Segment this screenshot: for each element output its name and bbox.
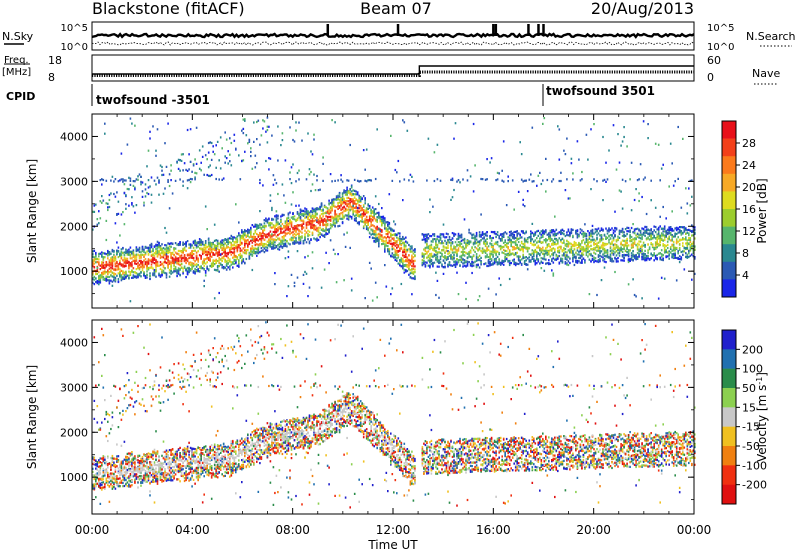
velocity-cells	[92, 321, 696, 509]
time-tick-label-3: 12:00	[376, 523, 411, 537]
power-y-axis: 1000 2000 3000 4000	[60, 113, 694, 295]
power-colorbar-segment-2	[722, 156, 736, 175]
beam-title: Beam 07	[360, 0, 432, 18]
power-colorbar-tick-3: 16	[742, 203, 756, 216]
freq-left-label-1: Freq.	[4, 55, 29, 66]
cpid-program-2: twofsound 3501	[546, 84, 655, 98]
nave-line	[92, 70, 694, 77]
power-ylabel: Slant Range [km]	[25, 159, 39, 263]
freq-left-tick-8: 8	[48, 71, 55, 84]
time-axis-label: Time UT	[367, 538, 418, 552]
power-colorbar-tick-5: 8	[742, 247, 749, 260]
velocity-ytick-label-3: 4000	[60, 336, 88, 349]
velocity-ytick-label-1: 2000	[60, 426, 88, 439]
frequency-panel: Freq. [MHz] 18 8 60 0 Nave	[2, 54, 780, 85]
velocity-colorbar-tick-6: -100	[742, 459, 767, 472]
power-panel: 1000 2000 3000 4000 Slant Range [km] 28 24 20…	[25, 113, 769, 309]
power-colorbar-label: Power [dB]	[755, 178, 769, 243]
date-title: 20/Aug/2013	[591, 0, 694, 18]
velocity-colorbar-segment-2	[722, 368, 736, 389]
noise-right-tick-top: 10^5	[707, 23, 734, 34]
power-ytick-label-2: 3000	[60, 175, 88, 188]
power-colorbar-segment-0	[722, 121, 736, 139]
freq-right-tick-0: 0	[707, 71, 714, 84]
velocity-colorbar: 200 100 50 15 -15 -50 -100 -200	[721, 329, 767, 505]
noise-spikes	[326, 24, 545, 36]
freq-right-tick-60: 60	[707, 54, 721, 67]
power-colorbar-segment-9	[722, 279, 736, 298]
nave-label: Nave	[752, 67, 780, 80]
velocity-colorbar-label: Velocity [m s-1]	[755, 372, 769, 462]
velocity-colorbar-tick-5: -50	[742, 440, 760, 453]
velocity-colorbar-segment-7	[722, 465, 736, 485]
velocity-colorbar-segment-8	[722, 484, 736, 505]
velocity-colorbar-segment-4	[722, 407, 736, 427]
power-ytick-label-1: 2000	[60, 220, 88, 233]
time-tick-label-4: 16:00	[476, 523, 511, 537]
noise-left-label: N.Sky	[2, 30, 34, 43]
power-colorbar-tick-4: 12	[742, 225, 756, 238]
velocity-colorbar-tick-4: -15	[742, 421, 760, 434]
velocity-panel: 1000 2000 3000 4000 Slant Range [km] 200 100…	[25, 319, 769, 515]
velocity-ytick-label-2: 3000	[60, 381, 88, 394]
power-colorbar: 28 24 20 16 12 8 4	[721, 120, 756, 298]
velocity-ytick-label-0: 1000	[60, 471, 88, 484]
frequency-line	[92, 65, 694, 75]
power-colorbar-segment-3	[722, 173, 736, 192]
time-tick-label-6: 00:00	[677, 523, 712, 537]
noise-search-line	[91, 41, 695, 46]
cpid-label: CPID	[6, 90, 35, 103]
freq-left-tick-18: 18	[48, 54, 62, 67]
power-colorbar-segment-5	[722, 209, 736, 227]
power-colorbar-tick-1: 24	[742, 159, 756, 172]
cpid-panel: CPID twofsound -3501 twofsound 3501	[6, 84, 655, 107]
power-colorbar-segment-6	[722, 226, 736, 245]
power-colorbar-segment-1	[722, 138, 736, 157]
velocity-colorbar-segment-0	[722, 330, 736, 350]
time-tick-label-5: 20:00	[576, 523, 611, 537]
velocity-colorbar-tick-1: 100	[742, 363, 763, 376]
velocity-y-axis: 1000 2000 3000 4000	[60, 319, 694, 501]
velocity-colorbar-segment-3	[722, 388, 736, 408]
noise-left-tick-bottom: 10^0	[61, 42, 88, 53]
power-colorbar-tick-0: 28	[742, 137, 756, 150]
cpid-program-1: twofsound -3501	[96, 93, 210, 107]
power-colorbar-tick-2: 20	[742, 181, 756, 194]
noise-right-label: N.Search	[746, 30, 796, 43]
velocity-colorbar-tick-3: 15	[742, 401, 756, 414]
power-ytick-label-0: 1000	[60, 265, 88, 278]
noise-right-tick-bottom: 10^0	[707, 42, 734, 53]
velocity-colorbar-tick-0: 200	[742, 343, 763, 356]
power-cells	[92, 116, 696, 303]
power-colorbar-segment-4	[722, 191, 736, 210]
freq-left-label-2: [MHz]	[2, 67, 31, 78]
station-title: Blackstone (fitACF)	[92, 0, 245, 18]
velocity-colorbar-tick-7: -200	[742, 479, 767, 492]
velocity-colorbar-tick-2: 50	[742, 382, 756, 395]
time-axis: 00:00 04:00 08:00 12:00 16:00 20:00 00:00	[75, 114, 712, 537]
power-colorbar-segment-7	[722, 244, 736, 263]
time-tick-label-1: 04:00	[175, 523, 210, 537]
noise-panel: N.Sky 10^5 10^0 10^5 10^0 N.Search	[2, 21, 796, 53]
time-tick-label-0: 00:00	[75, 523, 110, 537]
power-ytick-label-3: 4000	[60, 130, 88, 143]
power-colorbar-tick-6: 4	[742, 269, 749, 282]
noise-sky-line	[91, 32, 695, 39]
velocity-colorbar-segment-1	[722, 349, 736, 369]
noise-left-tick-top: 10^5	[61, 23, 88, 34]
velocity-ylabel: Slant Range [km]	[25, 365, 39, 469]
power-colorbar-segment-8	[722, 261, 736, 280]
velocity-colorbar-segment-5	[722, 426, 736, 447]
time-tick-label-2: 08:00	[275, 523, 310, 537]
velocity-colorbar-segment-6	[722, 446, 736, 466]
